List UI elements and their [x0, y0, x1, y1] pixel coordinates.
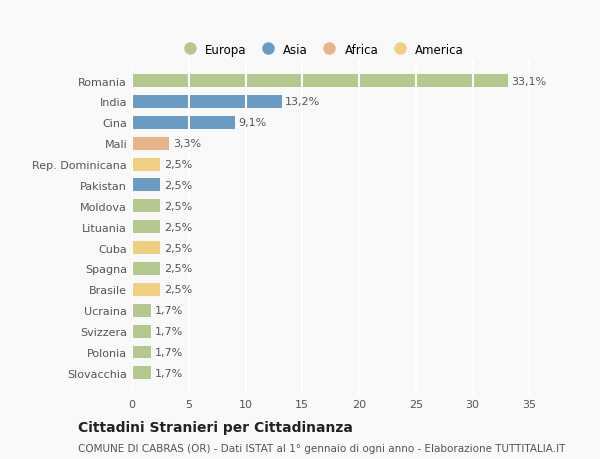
Text: 2,5%: 2,5%	[164, 285, 192, 295]
Bar	[132, 221, 160, 234]
Legend: Europa, Asia, Africa, America: Europa, Asia, Africa, America	[173, 39, 469, 61]
Text: 2,5%: 2,5%	[164, 243, 192, 253]
Text: 2,5%: 2,5%	[164, 264, 192, 274]
Bar	[132, 75, 508, 88]
Text: 1,7%: 1,7%	[155, 326, 183, 336]
Text: 33,1%: 33,1%	[511, 76, 546, 86]
Bar	[132, 367, 151, 380]
Bar	[132, 200, 160, 213]
Bar	[132, 283, 160, 296]
Text: COMUNE DI CABRAS (OR) - Dati ISTAT al 1° gennaio di ogni anno - Elaborazione TUT: COMUNE DI CABRAS (OR) - Dati ISTAT al 1°…	[78, 443, 565, 453]
Text: 3,3%: 3,3%	[173, 139, 201, 149]
Text: 2,5%: 2,5%	[164, 180, 192, 190]
Bar	[132, 117, 235, 129]
Text: 1,7%: 1,7%	[155, 368, 183, 378]
Text: 2,5%: 2,5%	[164, 160, 192, 170]
Bar	[132, 346, 151, 358]
Bar	[132, 263, 160, 275]
Bar	[132, 325, 151, 338]
Text: 13,2%: 13,2%	[285, 97, 320, 107]
Bar	[132, 158, 160, 171]
Bar	[132, 304, 151, 317]
Bar	[132, 96, 282, 109]
Bar	[132, 179, 160, 192]
Bar	[132, 241, 160, 254]
Text: 2,5%: 2,5%	[164, 222, 192, 232]
Text: 1,7%: 1,7%	[155, 347, 183, 357]
Text: 9,1%: 9,1%	[239, 118, 267, 128]
Bar	[132, 137, 169, 151]
Text: Cittadini Stranieri per Cittadinanza: Cittadini Stranieri per Cittadinanza	[78, 420, 353, 434]
Text: 1,7%: 1,7%	[155, 306, 183, 315]
Text: 2,5%: 2,5%	[164, 202, 192, 211]
